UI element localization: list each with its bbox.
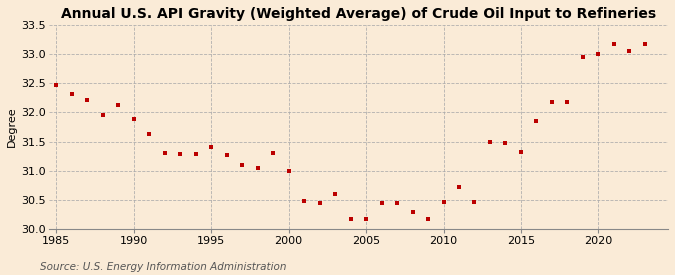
Point	[562, 100, 573, 105]
Point	[190, 152, 201, 157]
Point	[345, 216, 356, 221]
Title: Annual U.S. API Gravity (Weighted Average) of Crude Oil Input to Refineries: Annual U.S. API Gravity (Weighted Averag…	[61, 7, 656, 21]
Point	[547, 100, 558, 104]
Point	[531, 119, 542, 123]
Point	[51, 83, 62, 87]
Point	[221, 153, 232, 157]
Point	[252, 166, 263, 170]
Point	[315, 201, 325, 205]
Point	[423, 216, 433, 221]
Point	[578, 55, 589, 59]
Point	[113, 103, 124, 108]
Point	[66, 92, 77, 96]
Point	[407, 209, 418, 214]
Point	[438, 199, 449, 204]
Point	[608, 41, 619, 46]
Point	[159, 151, 170, 155]
Point	[206, 145, 217, 150]
Point	[329, 192, 340, 196]
Point	[639, 42, 650, 46]
Point	[82, 98, 92, 102]
Point	[593, 52, 603, 56]
Point	[454, 185, 464, 189]
Point	[284, 169, 294, 173]
Point	[376, 201, 387, 205]
Point	[299, 199, 310, 203]
Point	[97, 113, 108, 117]
Point	[175, 152, 186, 157]
Point	[392, 201, 402, 205]
Point	[128, 117, 139, 122]
Point	[144, 132, 155, 136]
Point	[469, 199, 480, 204]
Point	[237, 163, 248, 167]
Y-axis label: Degree: Degree	[7, 107, 17, 147]
Point	[500, 141, 511, 145]
Point	[516, 150, 526, 154]
Text: Source: U.S. Energy Information Administration: Source: U.S. Energy Information Administ…	[40, 262, 287, 272]
Point	[360, 216, 371, 221]
Point	[268, 151, 279, 155]
Point	[624, 49, 634, 53]
Point	[485, 139, 495, 144]
